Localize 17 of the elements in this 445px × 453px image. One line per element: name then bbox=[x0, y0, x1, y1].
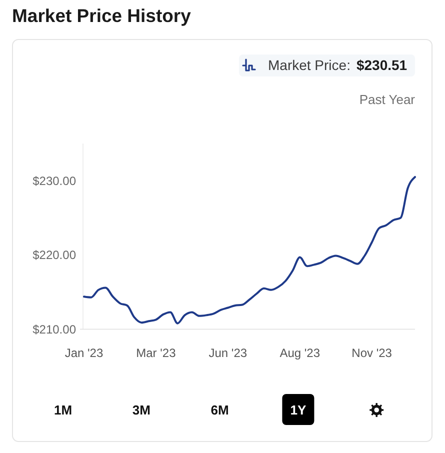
legend-label: Market Price: bbox=[268, 57, 350, 73]
chart-title: Market Price History bbox=[12, 5, 192, 26]
x-tick-label: Mar '23 bbox=[136, 346, 176, 360]
x-tick-label: Jan '23 bbox=[64, 346, 104, 360]
x-tick-label: Aug '23 bbox=[280, 346, 320, 360]
y-tick-label: $220.00 bbox=[32, 248, 76, 262]
chart-subtitle: Past Year bbox=[359, 92, 416, 107]
y-tick-label: $230.00 bbox=[32, 174, 76, 188]
x-tick-label: Jun '23 bbox=[208, 346, 248, 360]
text: 6M bbox=[210, 402, 229, 418]
y-tick-label: $210.00 bbox=[32, 322, 76, 336]
text: 3M bbox=[132, 402, 150, 418]
text: 1Y bbox=[290, 402, 306, 418]
text: $230.51 bbox=[356, 57, 408, 73]
x-tick-label: Nov '23 bbox=[352, 346, 392, 360]
text: 1M bbox=[54, 402, 72, 418]
line-series bbox=[83, 176, 416, 324]
